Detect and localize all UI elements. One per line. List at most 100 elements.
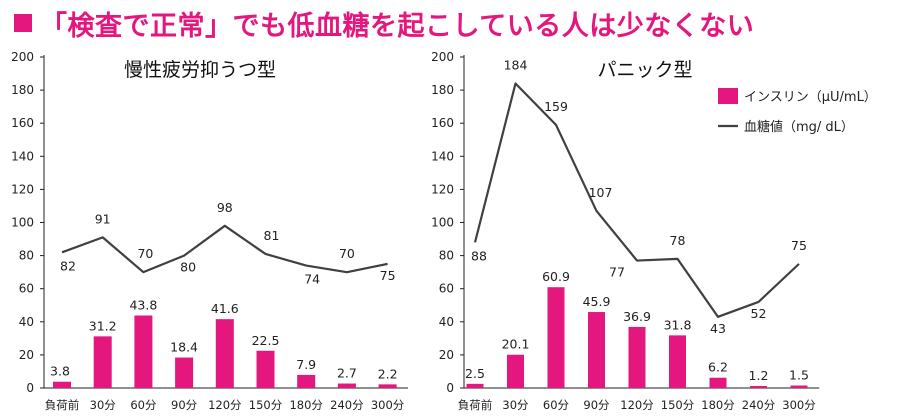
- y-tick-label: 60: [19, 282, 34, 296]
- insulin-bar-label: 7.9: [296, 357, 316, 372]
- y-tick-label: 100: [431, 216, 454, 230]
- insulin-bar: [378, 384, 397, 388]
- x-tick-label: 60分: [130, 398, 157, 412]
- glucose-point-label: 184: [504, 57, 528, 72]
- headline-text: 「検査で正常」でも低血糖を起こしている人は少なくない: [40, 10, 755, 42]
- insulin-bar-label: 6.2: [708, 360, 728, 375]
- y-tick-label: 20: [439, 348, 454, 362]
- headline-square-icon: [14, 14, 32, 32]
- glucose-point-label: 91: [95, 211, 111, 226]
- insulin-bar-label: 60.9: [542, 269, 570, 284]
- x-tick-label: 150分: [661, 398, 695, 412]
- insulin-bar: [175, 357, 194, 388]
- x-tick-label: 180分: [701, 398, 735, 412]
- y-tick-label: 140: [11, 149, 34, 163]
- x-tick-label: 120分: [620, 398, 654, 412]
- glucose-point-label: 70: [339, 246, 355, 261]
- glucose-point-label: 52: [751, 306, 767, 321]
- insulin-bar-label: 22.5: [252, 333, 280, 348]
- insulin-bar-label: 31.8: [664, 317, 692, 332]
- insulin-bar-label: 20.1: [502, 337, 530, 352]
- y-tick-label: 20: [19, 348, 34, 362]
- x-tick-label: 90分: [583, 398, 610, 412]
- y-tick-label: 80: [439, 249, 454, 263]
- insulin-bar-label: 45.9: [583, 294, 611, 309]
- insulin-bar: [588, 312, 605, 388]
- insulin-bar: [215, 319, 234, 388]
- x-tick-label: 300分: [782, 398, 816, 412]
- y-tick-label: 200: [11, 50, 34, 64]
- y-tick-label: 100: [11, 216, 34, 230]
- y-tick-label: 60: [439, 282, 454, 296]
- x-tick-label: 240分: [330, 398, 364, 412]
- insulin-bar-label: 2.7: [337, 366, 357, 381]
- insulin-bar: [709, 377, 727, 388]
- insulin-bar-label: 41.6: [211, 301, 239, 316]
- x-tick-label: 30分: [90, 398, 117, 412]
- y-tick-label: 180: [11, 83, 34, 97]
- insulin-bar: [93, 336, 112, 388]
- insulin-bar: [297, 374, 316, 388]
- insulin-bar: [134, 315, 153, 388]
- chart-title: 慢性疲労抑うつ型: [124, 59, 276, 81]
- legend-glucose-label: 血糖値（mg/ dL）: [744, 119, 854, 135]
- x-tick-label: 120分: [208, 398, 242, 412]
- y-tick-label: 120: [431, 182, 454, 196]
- glucose-point-label: 82: [60, 258, 76, 273]
- glucose-point-label: 159: [544, 99, 568, 114]
- insulin-bar: [669, 335, 686, 388]
- y-tick-label: 180: [431, 83, 454, 97]
- insulin-bar-label: 3.8: [50, 364, 70, 379]
- glucose-point-label: 81: [264, 228, 280, 243]
- x-tick-label: 負荷前: [45, 398, 80, 412]
- glucose-line: [473, 82, 800, 318]
- insulin-bar-label: 2.5: [465, 366, 485, 381]
- insulin-bar-label: 1.5: [789, 368, 809, 383]
- insulin-bar: [507, 354, 524, 388]
- chart-title: パニック型: [597, 59, 692, 81]
- x-tick-label: 150分: [249, 398, 283, 412]
- headline: 「検査で正常」でも低血糖を起こしている人は少なくない: [14, 5, 755, 42]
- insulin-bar: [337, 383, 356, 388]
- x-tick-label: 30分: [502, 398, 529, 412]
- y-tick-label: 140: [431, 149, 454, 163]
- y-tick-label: 40: [19, 315, 34, 329]
- x-tick-label: 90分: [171, 398, 198, 412]
- x-tick-label: 60分: [543, 398, 570, 412]
- legend-insulin-swatch: [718, 88, 738, 104]
- glucose-point-label: 43: [710, 321, 726, 336]
- x-tick-label: 300分: [371, 398, 405, 412]
- glucose-point-label: 107: [589, 185, 613, 200]
- glucose-point-label: 98: [217, 200, 233, 215]
- glucose-point-label: 75: [380, 268, 396, 283]
- insulin-bar: [628, 326, 646, 388]
- legend-insulin-label: インスリン（μU/mL）: [744, 90, 877, 105]
- y-tick-label: 160: [431, 116, 454, 130]
- insulin-bar: [53, 381, 71, 388]
- y-tick-label: 40: [439, 315, 454, 329]
- insulin-bar-label: 43.8: [129, 298, 157, 313]
- glucose-point-label: 75: [791, 238, 807, 253]
- x-tick-label: 負荷前: [458, 398, 493, 412]
- insulin-bar-label: 18.4: [170, 340, 198, 355]
- glucose-line: [61, 224, 388, 274]
- y-tick-label: 160: [11, 116, 34, 130]
- y-tick-label: 0: [26, 381, 34, 395]
- y-tick-label: 120: [11, 182, 34, 196]
- glucose-point-label: 74: [304, 272, 320, 287]
- y-tick-label: 200: [431, 50, 454, 64]
- insulin-bar: [790, 385, 808, 388]
- x-tick-label: 180分: [289, 398, 323, 412]
- insulin-bar-label: 36.9: [623, 309, 651, 324]
- insulin-bar-label: 1.2: [749, 368, 769, 383]
- insulin-bar: [547, 287, 565, 388]
- glucose-point-label: 77: [609, 265, 625, 280]
- insulin-bar: [750, 386, 767, 388]
- y-tick-label: 80: [19, 249, 34, 263]
- glucose-point-label: 70: [137, 246, 153, 261]
- y-tick-label: 0: [446, 381, 454, 395]
- insulin-bar: [256, 350, 275, 388]
- glucose-point-label: 78: [670, 233, 686, 248]
- insulin-bar: [466, 383, 484, 388]
